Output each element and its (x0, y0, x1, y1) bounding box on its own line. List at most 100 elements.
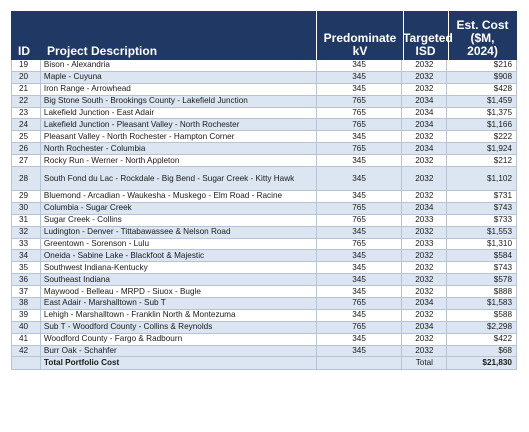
row-id: 35 (12, 262, 41, 274)
row-isd: 2034 (402, 202, 448, 214)
row-isd: 2032 (402, 83, 448, 95)
table-row: 36 Southeast Indiana 345 2032 $578 (12, 274, 516, 287)
row-cost: $743 (493, 262, 512, 272)
row-id: 31 (12, 214, 41, 226)
row-cost: $2,298 (486, 322, 512, 332)
row-cost: $222 (493, 131, 512, 141)
row-description: Pleasant Valley - North Rochester - Hamp… (41, 131, 317, 143)
row-kv: 765 (317, 95, 403, 107)
table-row: 23 Lakefield Junction - East Adair 765 2034… (12, 107, 516, 120)
row-id: 36 (12, 274, 41, 286)
row-cost: $888 (493, 286, 512, 296)
table-row: 26 North Rochester - Columbia 765 2034 $1,92… (12, 143, 516, 156)
total-id-cell (12, 357, 41, 370)
row-cost: $908 (493, 72, 512, 82)
total-row: Total Portfolio Cost Total $21,830 (11, 357, 517, 371)
row-kv: 345 (317, 83, 403, 95)
row-kv: 765 (317, 298, 403, 309)
row-kv: 345 (317, 167, 403, 191)
total-kv-cell (317, 357, 403, 370)
table-row: 41 Woodford County - Fargo & Radbourn 345 2… (12, 333, 516, 346)
table-row: 25 Pleasant Valley - North Rochester - Ha… (12, 131, 516, 144)
header-divider (316, 11, 317, 60)
row-id: 25 (12, 131, 41, 143)
table-row: 28 South Fond du Lac - Rockdale - Big Ben… (12, 167, 516, 192)
row-id: 19 (12, 60, 41, 71)
row-description: Southwest Indiana-Kentucky (41, 262, 317, 274)
row-cost: $578 (493, 274, 512, 284)
header-targeted-isd: Targeted ISD (403, 31, 453, 58)
header-divider (448, 11, 449, 60)
row-kv: 765 (317, 238, 403, 250)
header-id: ID (18, 44, 30, 58)
row-isd: 2032 (402, 286, 448, 298)
row-description: Lakefield Junction - Pleasant Valley - N… (41, 119, 317, 131)
row-kv: 345 (317, 71, 403, 83)
row-id: 40 (12, 321, 41, 333)
row-isd: 2034 (402, 143, 448, 155)
row-id: 34 (12, 250, 41, 262)
row-isd: 2032 (402, 333, 448, 345)
row-id: 37 (12, 286, 41, 298)
table-row: 34 Oneida - Sabine Lake - Blackfoot & Maj… (12, 250, 516, 263)
row-cost: $1,310 (486, 239, 512, 249)
table-row: 22 Big Stone South - Brookings County - L… (12, 95, 516, 108)
row-kv: 345 (317, 345, 403, 357)
row-cost: $743 (493, 203, 512, 213)
row-description: Bison - Alexandria (41, 60, 317, 71)
row-id: 30 (12, 202, 41, 214)
row-id: 38 (12, 298, 41, 309)
row-kv: 765 (317, 143, 403, 155)
row-isd: 2032 (402, 131, 448, 143)
header-divider (403, 11, 404, 60)
row-description: Columbia - Sugar Creek (41, 202, 317, 214)
table-row: 20 Maple - Cuyuna 345 2032 $908 (12, 71, 516, 84)
table-row: 30 Columbia - Sugar Creek 765 2034 $743 (12, 202, 516, 215)
row-cost: $212 (493, 155, 512, 165)
row-id: 23 (12, 107, 41, 119)
row-isd: 2034 (402, 119, 448, 131)
table-row: 39 Lehigh - Marshalltown - Franklin North… (12, 309, 516, 322)
total-label: Total Portfolio Cost (41, 357, 317, 370)
row-description: South Fond du Lac - Rockdale - Big Bend … (41, 167, 317, 191)
header-isd-line1: Targeted (403, 31, 453, 45)
row-cost: $422 (493, 334, 512, 344)
row-isd: 2034 (402, 321, 448, 333)
row-kv: 765 (317, 321, 403, 333)
row-cost: $1,553 (486, 227, 512, 237)
row-isd: 2032 (402, 250, 448, 262)
table-row: 31 Sugar Creek - Collins 765 2033 $733 (12, 214, 516, 227)
table-row: 32 Ludington - Denver - Tittabawassee & N… (12, 226, 516, 239)
row-id: 20 (12, 71, 41, 83)
header-isd-line2: ISD (415, 44, 436, 58)
row-kv: 345 (317, 274, 403, 286)
row-description: Sugar Creek - Collins (41, 214, 317, 226)
row-id: 42 (12, 345, 41, 357)
row-isd: 2032 (402, 226, 448, 238)
row-kv: 765 (317, 107, 403, 119)
row-cost: $1,583 (486, 298, 512, 308)
row-cost: $731 (493, 191, 512, 201)
row-id: 41 (12, 333, 41, 345)
row-isd: 2032 (402, 309, 448, 321)
table-row: 29 Bluemond - Arcadian - Waukesha - Muske… (12, 191, 516, 203)
row-cost: $584 (493, 250, 512, 260)
row-description: Rocky Run - Werner - North Appleton (41, 155, 317, 167)
row-description: Maywood - Belleau - MRPD - Siuox - Bugle (41, 286, 317, 298)
row-kv: 345 (317, 60, 403, 71)
row-kv: 765 (317, 202, 403, 214)
row-cost: $1,375 (486, 108, 512, 117)
row-id: 22 (12, 95, 41, 107)
table-row: 42 Burr Oak - Schahfer 345 2032 $68 (12, 345, 516, 358)
row-id: 29 (12, 191, 41, 202)
row-description: East Adair - Marshalltown - Sub T (41, 298, 317, 309)
row-cost: $1,166 (486, 119, 512, 129)
row-kv: 345 (317, 262, 403, 274)
row-isd: 2032 (402, 167, 448, 191)
row-description: Bluemond - Arcadian - Waukesha - Muskego… (41, 191, 317, 202)
row-cost: $733 (493, 215, 512, 225)
row-kv: 765 (317, 119, 403, 131)
header-est-cost: Est. Cost ($M, 2024) (448, 19, 517, 58)
row-kv: 345 (317, 131, 403, 143)
table-row: 21 Iron Range - Arrowhead 345 2032 $428 (12, 83, 516, 96)
